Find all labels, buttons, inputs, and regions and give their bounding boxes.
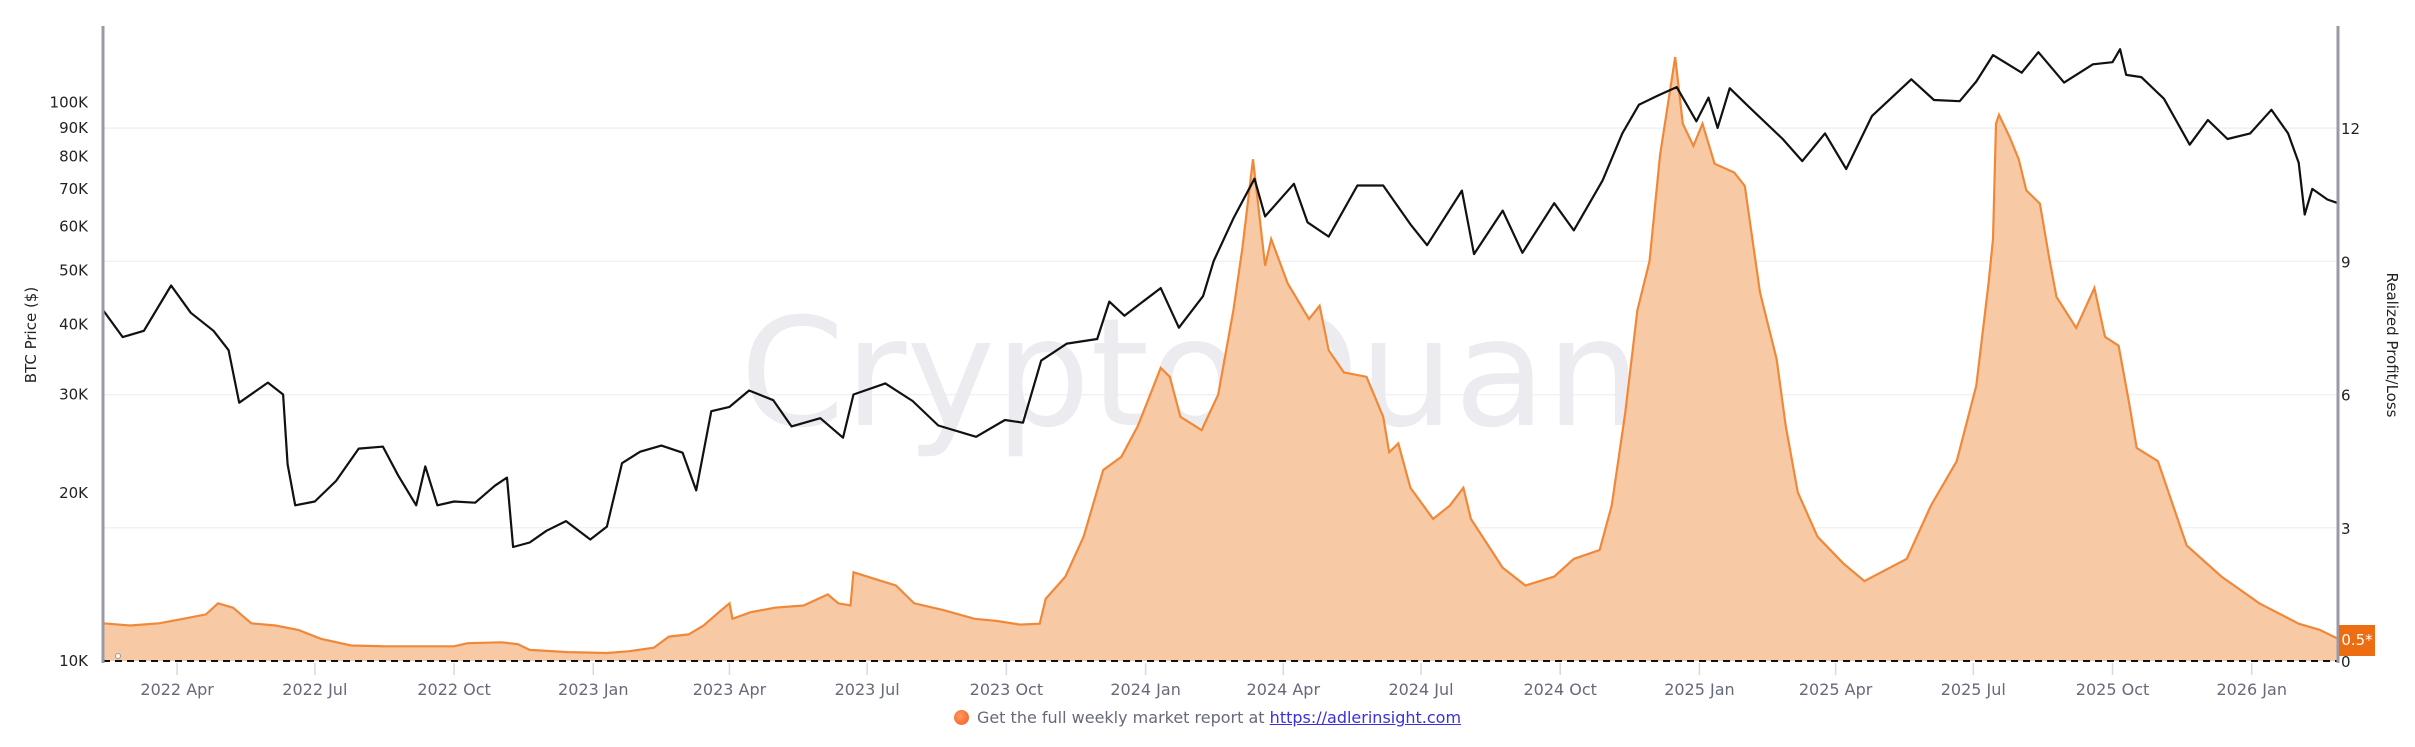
last-value-badge: 0.5* xyxy=(2339,625,2375,656)
left-axis-title: BTC Price ($) xyxy=(22,287,40,383)
right-tick-label: 12 xyxy=(2341,120,2360,138)
left-tick-label: 80K xyxy=(59,148,89,166)
x-axis-ticks: 2022 Apr 2022 Jul 2022 Oct 2023 Jan 2023 Apr… xyxy=(140,663,2287,699)
x-tick-label: 2026 Jan xyxy=(2217,680,2287,699)
footer: Get the full weekly market report at htt… xyxy=(0,708,2415,727)
x-tick-label: 2024 Jan xyxy=(1110,680,1180,699)
left-tick-label: 70K xyxy=(59,180,89,198)
left-tick-label: 100K xyxy=(50,93,90,111)
left-tick-label: 10K xyxy=(59,652,89,670)
right-tick-label: 0 xyxy=(2341,653,2351,671)
x-tick-label: 2022 Oct xyxy=(417,680,490,699)
footer-text: Get the full weekly market report at xyxy=(976,708,1265,727)
left-axis-ticks: 10K 20K 30K 40K 50K 60K 70K 80K 90K 100K xyxy=(50,93,90,670)
right-axis-ticks: 0 3 6 9 12 xyxy=(2341,120,2360,671)
left-tick-label: 50K xyxy=(59,262,89,280)
x-tick-label: 2025 Jul xyxy=(1941,680,2006,699)
right-tick-label: 3 xyxy=(2341,520,2351,538)
realized-pl-area xyxy=(103,57,2338,662)
x-tick-label: 2024 Apr xyxy=(1247,680,1321,699)
start-marker xyxy=(115,653,121,659)
x-tick-label: 2023 Jan xyxy=(558,680,628,699)
left-tick-label: 20K xyxy=(59,484,89,502)
x-tick-label: 2025 Apr xyxy=(1799,680,1873,699)
left-tick-label: 60K xyxy=(59,217,89,235)
btc-price-line xyxy=(102,48,2339,549)
right-tick-label: 6 xyxy=(2341,387,2351,405)
report-link[interactable]: https://adlerinsight.com xyxy=(1269,708,1462,727)
x-tick-label: 2022 Jul xyxy=(282,680,347,699)
left-tick-label: 90K xyxy=(59,119,89,137)
right-tick-label: 9 xyxy=(2341,253,2351,271)
x-tick-label: 2024 Oct xyxy=(1523,680,1596,699)
left-tick-label: 40K xyxy=(59,316,89,334)
x-tick-label: 2023 Jul xyxy=(835,680,900,699)
x-tick-label: 2025 Oct xyxy=(2076,680,2149,699)
x-tick-label: 2022 Apr xyxy=(140,680,214,699)
x-tick-label: 2025 Jan xyxy=(1664,680,1734,699)
left-tick-label: 30K xyxy=(59,385,89,403)
x-tick-label: 2023 Oct xyxy=(970,680,1043,699)
x-tick-label: 2024 Jul xyxy=(1388,680,1453,699)
right-axis-title: Realized Profit/Loss xyxy=(2383,273,2401,418)
realized-pl-line xyxy=(102,56,2339,655)
x-tick-label: 2023 Apr xyxy=(693,680,767,699)
report-dot-icon xyxy=(953,710,969,725)
